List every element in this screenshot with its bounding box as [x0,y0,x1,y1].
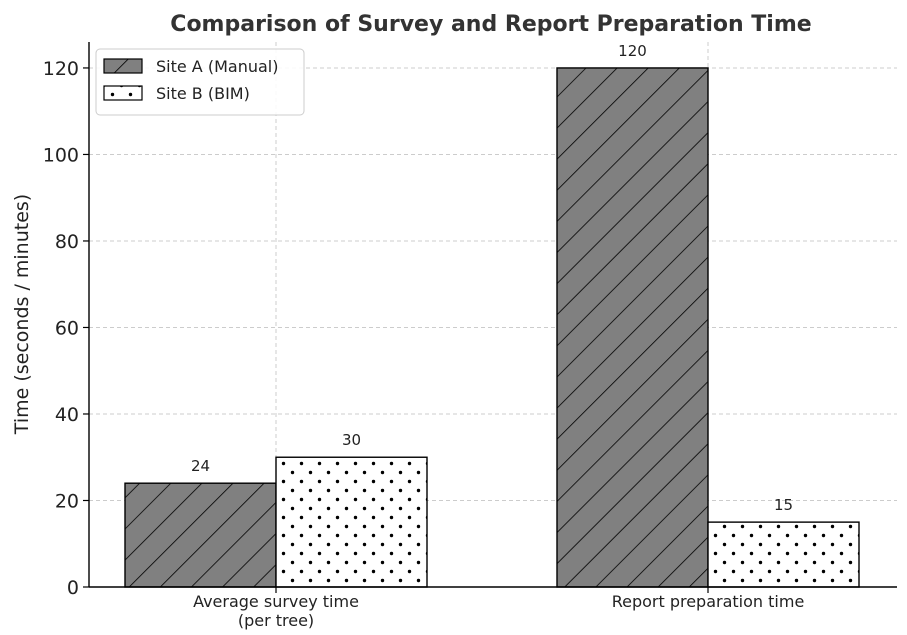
y-tick-label: 20 [55,490,79,512]
data-label: 30 [342,431,361,449]
legend-entry: Site A (Manual) [156,57,278,76]
data-labels: 24 120 30 15 [191,42,793,514]
y-tick-labels: 0 20 40 60 80 100 120 [43,58,89,599]
x-tick-label-line: Report preparation time [612,592,805,611]
y-axis-label: Time (seconds / minutes) [11,194,33,435]
axes [88,42,897,588]
bar-site-b-1 [707,521,860,588]
y-tick-label: 120 [43,58,79,80]
x-tick-label: Average survey time (per tree) [193,592,359,630]
bar-site-b-0 [275,456,428,588]
y-tick-label: 60 [55,317,79,339]
data-label: 15 [774,496,793,514]
x-tick-label: Report preparation time [612,592,805,611]
chart-title: Comparison of Survey and Report Preparat… [170,12,811,37]
legend-entry: Site B (BIM) [156,84,250,103]
y-tick-label: 0 [67,577,79,599]
legend-swatch [103,58,143,74]
legend-box [95,48,305,116]
y-tick-label: 100 [43,144,79,166]
legend: Site A (Manual) Site B (BIM) [95,48,305,116]
x-tick-label-line: Average survey time [193,592,359,611]
y-tick-label: 40 [55,404,79,426]
bar-site-a-1 [556,67,709,588]
x-tick-labels: Average survey time (per tree) Report prep… [193,587,804,630]
x-tick-label-line: (per tree) [238,611,314,630]
bar-site-a-0 [124,482,277,588]
data-label: 120 [618,42,647,60]
data-label: 24 [191,457,210,475]
legend-swatch [103,85,143,101]
y-tick-label: 80 [55,231,79,253]
